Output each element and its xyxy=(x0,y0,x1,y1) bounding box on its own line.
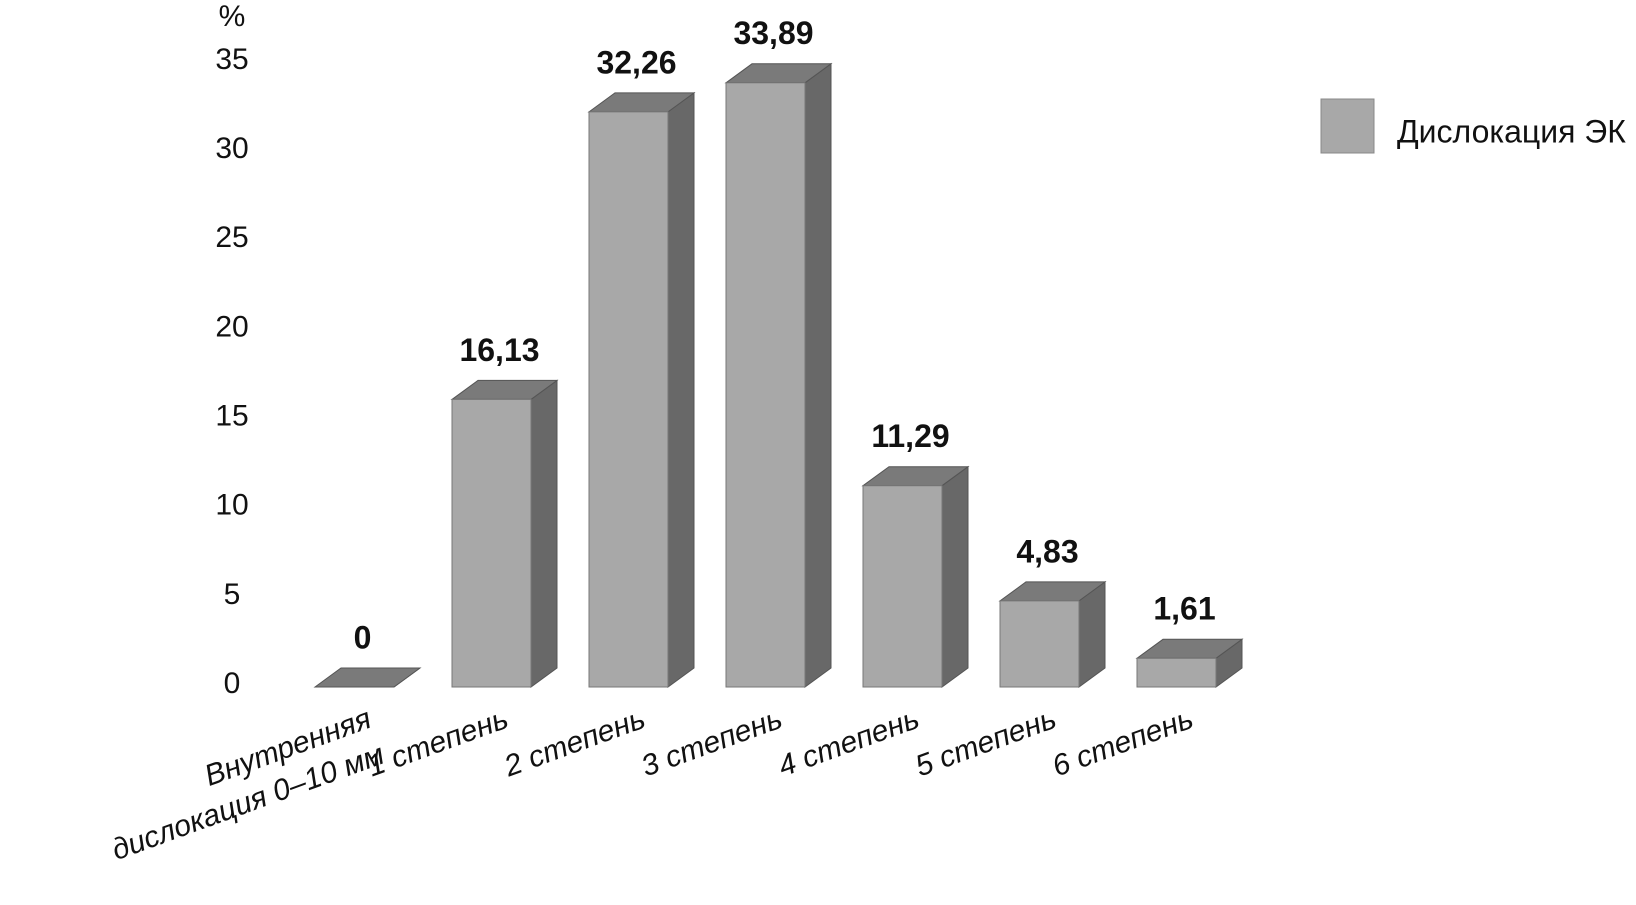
legend-swatch xyxy=(1320,98,1375,154)
bar xyxy=(1136,657,1217,688)
value-label: 33,89 xyxy=(733,15,813,51)
y-axis-unit: % xyxy=(219,0,246,33)
x-tick-label: 5 степень xyxy=(911,702,1061,783)
y-tick-label: 35 xyxy=(215,43,248,76)
y-tick-label: 25 xyxy=(215,221,248,254)
bar-top xyxy=(313,667,422,688)
x-tick-label: Внутренняядислокация 0–10 мм xyxy=(95,702,389,867)
x-tick-label: 6 степень xyxy=(1048,702,1198,783)
bar-side xyxy=(530,379,558,688)
bar-side xyxy=(667,91,695,688)
legend-label: Дислокация ЭК xyxy=(1397,113,1626,149)
x-tick-label: 1 степень xyxy=(363,702,513,783)
bar-side xyxy=(804,62,832,688)
y-tick-label: 5 xyxy=(224,578,241,611)
value-label: 1,61 xyxy=(1153,591,1215,627)
bar xyxy=(451,398,532,688)
x-tick-label: 3 степень xyxy=(637,702,787,783)
y-tick-label: 20 xyxy=(215,310,248,343)
y-tick-label: 30 xyxy=(215,132,248,165)
bar-side xyxy=(941,465,969,688)
y-tick-label: 0 xyxy=(224,667,241,700)
x-tick-label: 2 степень xyxy=(499,702,650,784)
y-tick-label: 10 xyxy=(215,489,248,522)
x-tick-label: 4 степень xyxy=(774,702,924,783)
value-label: 4,83 xyxy=(1016,533,1078,569)
bar xyxy=(999,600,1080,688)
bar xyxy=(862,485,943,688)
value-label: 16,13 xyxy=(459,332,539,368)
bar xyxy=(588,111,669,688)
value-label: 11,29 xyxy=(871,418,949,454)
y-tick-label: 15 xyxy=(215,399,248,432)
bar xyxy=(725,82,806,688)
value-label: 0 xyxy=(354,619,372,655)
value-label: 32,26 xyxy=(596,44,676,80)
